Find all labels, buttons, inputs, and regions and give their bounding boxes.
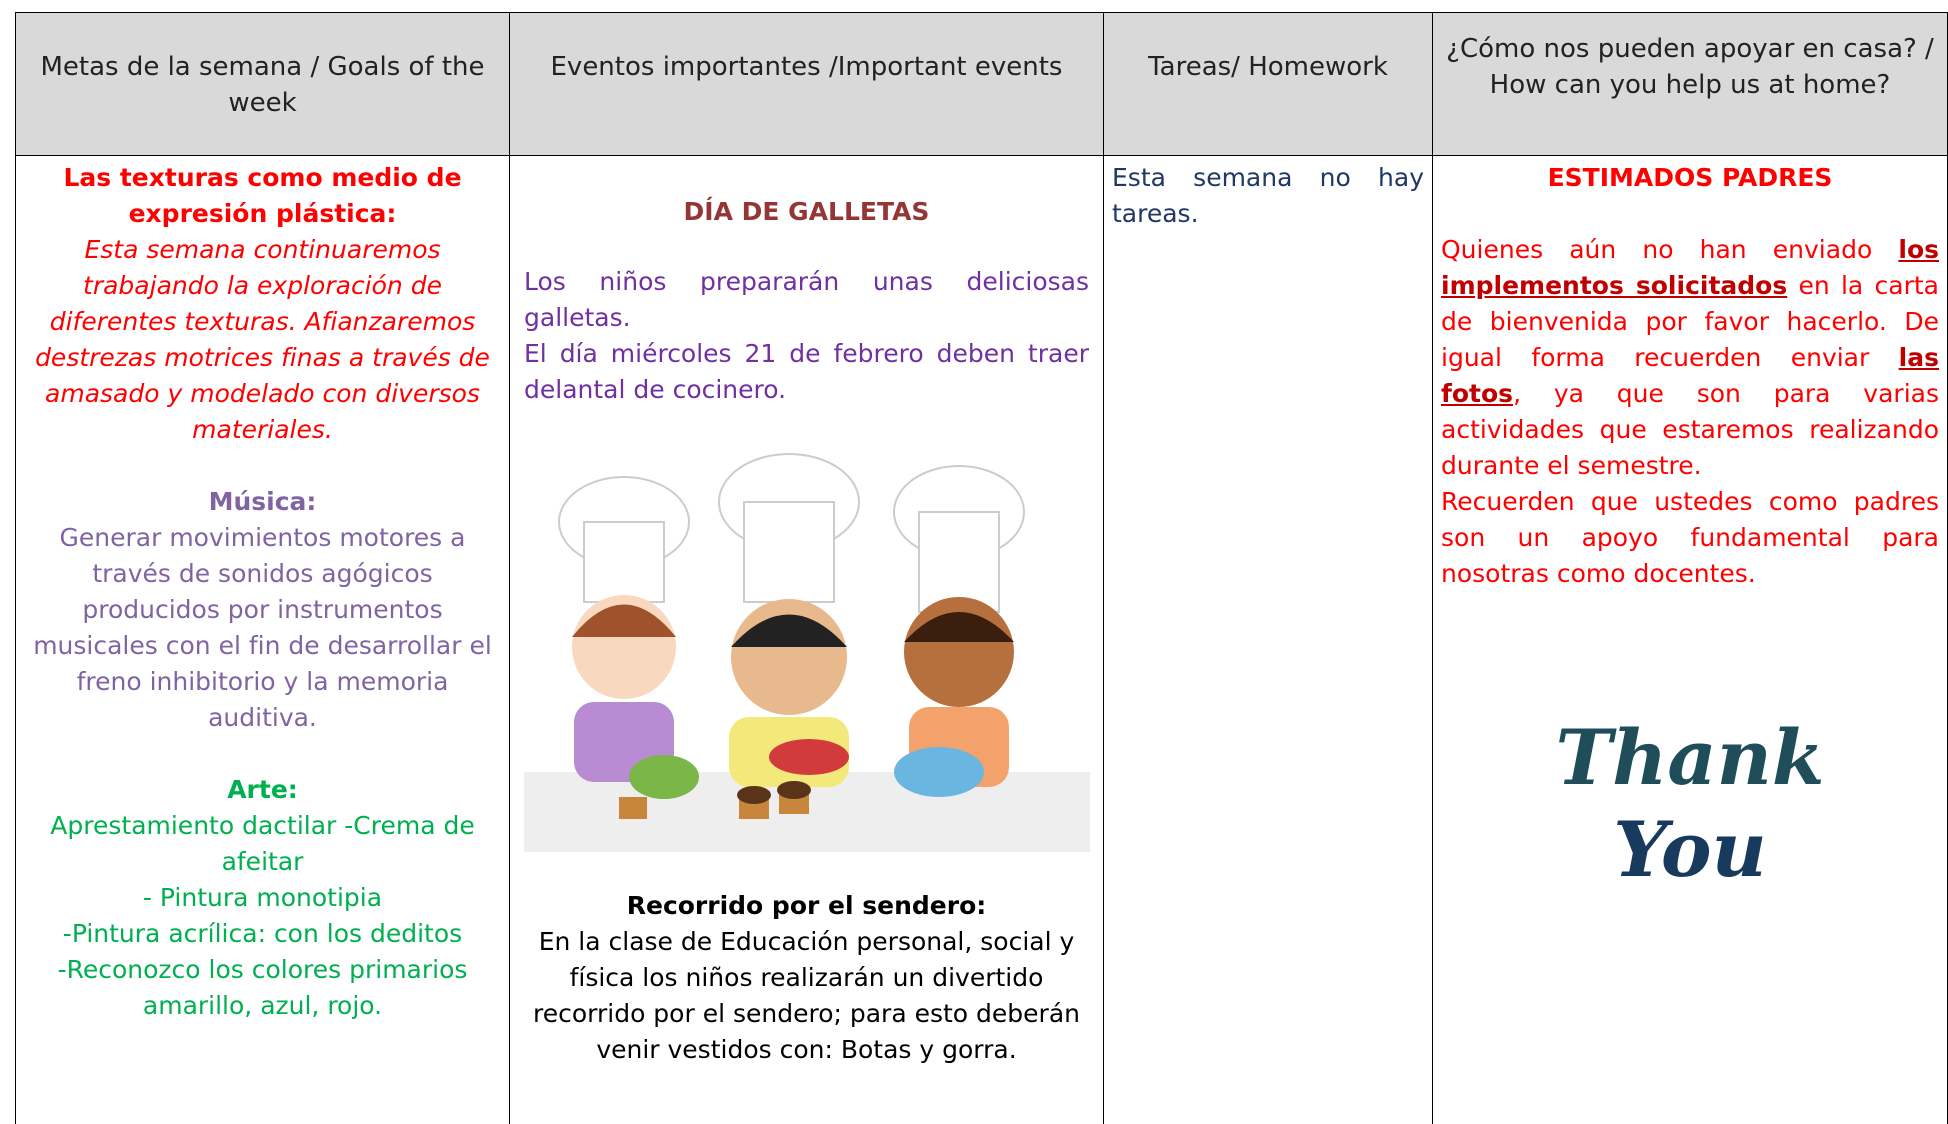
text: en la carta de bienvenida por favor hace… xyxy=(1441,271,1939,372)
section-title: Las texturas como medio de expresión plá… xyxy=(63,163,462,228)
goals-cell: Las texturas como medio de expresión plá… xyxy=(15,156,509,1124)
event-text: Los niños prepararán unas deliciosas gal… xyxy=(524,267,1089,332)
header-cell: Eventos importantes /Important events xyxy=(509,12,1103,156)
section-text: Esta semana continuaremos trabajando la … xyxy=(35,235,490,444)
text: Quienes aún no han enviado xyxy=(1441,235,1873,264)
support-paragraph: Quienes aún no han enviado los implement… xyxy=(1441,232,1939,484)
art-line: -Pintura acrílica: con los deditos xyxy=(62,919,463,948)
text: , ya que son para varias actividades que… xyxy=(1441,379,1939,480)
event-title: DÍA DE GALLETAS xyxy=(683,197,930,226)
event-text: El día miércoles 21 de febrero deben tra… xyxy=(524,339,1089,404)
section-title: Arte: xyxy=(227,775,298,804)
art-line: -Reconozco los colores primarios amarill… xyxy=(57,955,468,1020)
homework-text: Esta semana no hay tareas. xyxy=(1112,163,1424,228)
emphasis: los implementos solicitados xyxy=(1441,235,1939,300)
events-cell: DÍA DE GALLETAS Los niños prepararán una… xyxy=(509,156,1103,1124)
header-cell: Metas de la semana / Goals of the week xyxy=(15,12,509,156)
header-cell: ¿Cómo nos pueden apoyar en casa? / How c… xyxy=(1432,12,1948,156)
art-line: Apresta­miento dactilar -Crema de afeita… xyxy=(50,811,475,876)
homework-cell: Esta semana no hay tareas. xyxy=(1103,156,1432,1124)
support-title: ESTIMADOS PADRES xyxy=(1547,163,1833,192)
walk-title: Recorrido por el sendero: xyxy=(626,891,987,920)
support-cell: ESTIMADOS PADRES Quienes aún no han envi… xyxy=(1432,156,1948,1124)
section-text: Generar movimientos motores a través de … xyxy=(33,523,492,732)
walk-text: En la clase de Educación personal, socia… xyxy=(532,927,1080,1064)
thank-text: You xyxy=(1613,805,1767,894)
cooking-illustration xyxy=(524,452,1090,852)
emphasis: las fotos xyxy=(1441,343,1939,408)
art-line: - Pintura monotipia xyxy=(142,883,383,912)
thank-text: Thank xyxy=(1555,713,1825,802)
support-paragraph: Recuerden que ustedes como padres son un… xyxy=(1441,487,1939,588)
section-title: Música: xyxy=(208,487,317,516)
header-cell: Tareas/ Homework xyxy=(1103,12,1432,156)
